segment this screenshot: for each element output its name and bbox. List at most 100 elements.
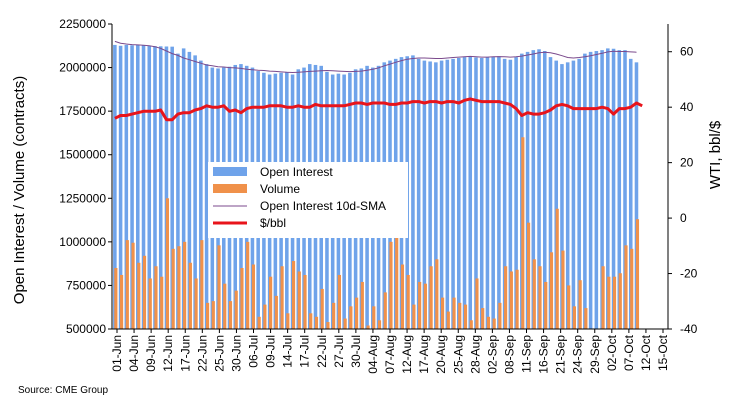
volume-bar — [612, 276, 617, 329]
open-interest-bar — [502, 58, 507, 329]
open-interest-bar — [141, 45, 146, 330]
volume-bar — [538, 266, 542, 329]
source-note: Source: CME Group — [18, 385, 108, 396]
volume-bar — [297, 271, 301, 329]
open-interest-bar — [623, 50, 627, 330]
right-tick-label: 0 — [680, 211, 687, 225]
volume-bar — [549, 252, 554, 329]
volume-bar — [521, 137, 525, 329]
volume-bar — [131, 242, 135, 329]
right-tick-label: 20 — [680, 156, 694, 170]
x-tick-label: 02-Oct — [605, 334, 619, 371]
open-interest-bar — [508, 59, 513, 329]
x-tick-label: 09-Jun — [144, 335, 158, 372]
right-tick-label: 40 — [680, 100, 694, 114]
volume-bar — [377, 320, 382, 329]
open-interest-bar — [560, 64, 564, 329]
open-interest-bar — [588, 51, 593, 330]
legend-swatch-open-interest — [213, 167, 247, 176]
volume-bar — [429, 266, 433, 329]
volume-bar — [601, 266, 605, 329]
volume-bar — [240, 268, 244, 329]
open-interest-bar — [634, 62, 639, 329]
volume-bar — [314, 316, 319, 329]
open-interest-bar — [606, 48, 610, 330]
volume-bar — [435, 259, 439, 329]
volume-bar — [492, 318, 496, 329]
volume-bar — [452, 297, 456, 329]
x-tick-label: 01-Jun — [110, 335, 124, 372]
volume-bar — [481, 308, 485, 329]
volume-bar — [286, 313, 290, 329]
volume-bar — [406, 274, 410, 329]
open-interest-bar — [485, 57, 490, 329]
volume-bar — [194, 278, 198, 329]
open-interest-bar — [113, 44, 117, 330]
left-tick-label: 1250000 — [59, 191, 106, 205]
open-interest-bar — [491, 56, 495, 329]
left-tick-label: 2250000 — [59, 17, 106, 31]
open-interest-bar — [571, 60, 576, 329]
x-tick-label: 07-Aug — [383, 335, 397, 374]
volume-bar — [635, 219, 640, 329]
volume-bar — [291, 261, 296, 329]
open-interest-bar — [628, 58, 633, 329]
volume-bar — [337, 274, 341, 329]
volume-bar — [418, 281, 422, 329]
volume-bar — [142, 255, 147, 329]
volume-bar — [160, 276, 164, 329]
legend-label-volume: Volume — [260, 182, 300, 196]
volume-bar — [504, 266, 508, 329]
volume-bar — [274, 295, 278, 329]
volume-bar — [154, 266, 158, 329]
open-interest-bar — [187, 51, 192, 330]
volume-bar — [544, 281, 548, 329]
volume-bar — [165, 198, 170, 329]
open-interest-bar — [193, 55, 197, 329]
open-interest-bar — [537, 49, 541, 330]
volume-bar — [532, 259, 536, 329]
volume-bar — [303, 274, 307, 329]
open-interest-bar — [439, 60, 444, 329]
volume-bar — [263, 304, 267, 329]
volume-bar — [326, 322, 330, 329]
volume-bar — [366, 325, 370, 329]
x-tick-label: 25-Aug — [451, 335, 465, 374]
volume-bar — [578, 280, 582, 329]
volume-bar — [446, 311, 450, 329]
open-interest-bar — [153, 46, 157, 330]
volume-bar — [137, 262, 141, 329]
x-axis-ticks: 01-Jun 04-Jun 09-Jun 12-Jun 17-Jun 22-Jun 25-J… — [110, 329, 670, 374]
x-tick-label: 24-Sep — [571, 335, 585, 374]
open-interest-bar — [548, 57, 553, 329]
x-tick-label: 17-Jul — [298, 335, 312, 368]
volume-bar — [148, 278, 152, 329]
x-tick-label: 04-Aug — [366, 335, 380, 374]
x-tick-label: 17-Aug — [417, 335, 431, 374]
volume-bar — [441, 297, 445, 329]
x-tick-label: 27-Jul — [332, 335, 346, 368]
left-tick-label: 500000 — [66, 322, 106, 336]
volume-bar — [188, 262, 192, 329]
open-interest-bar — [428, 61, 432, 329]
x-tick-label: 12-Oct — [639, 334, 653, 371]
volume-bar — [498, 302, 502, 329]
open-interest-bar — [124, 44, 129, 330]
open-interest-bar — [130, 45, 134, 330]
volume-bar — [183, 241, 187, 329]
volume-bar — [355, 297, 359, 329]
x-tick-label: 06-Jul — [247, 335, 261, 368]
volume-bar — [125, 240, 129, 329]
open-interest-bar — [118, 45, 123, 330]
volume-bar — [389, 241, 393, 329]
open-interest-bar — [181, 48, 186, 330]
right-axis-ticks: -40 -20 0 20 40 60 — [668, 45, 698, 336]
x-tick-label: 20-Aug — [434, 335, 448, 374]
price-line — [114, 97, 643, 122]
volume-bar — [251, 264, 256, 329]
volume-bar — [607, 276, 611, 329]
volume-bars — [114, 137, 640, 329]
volume-bar — [463, 304, 468, 329]
x-tick-label: 28-Aug — [468, 335, 482, 374]
volume-bar — [458, 302, 462, 329]
